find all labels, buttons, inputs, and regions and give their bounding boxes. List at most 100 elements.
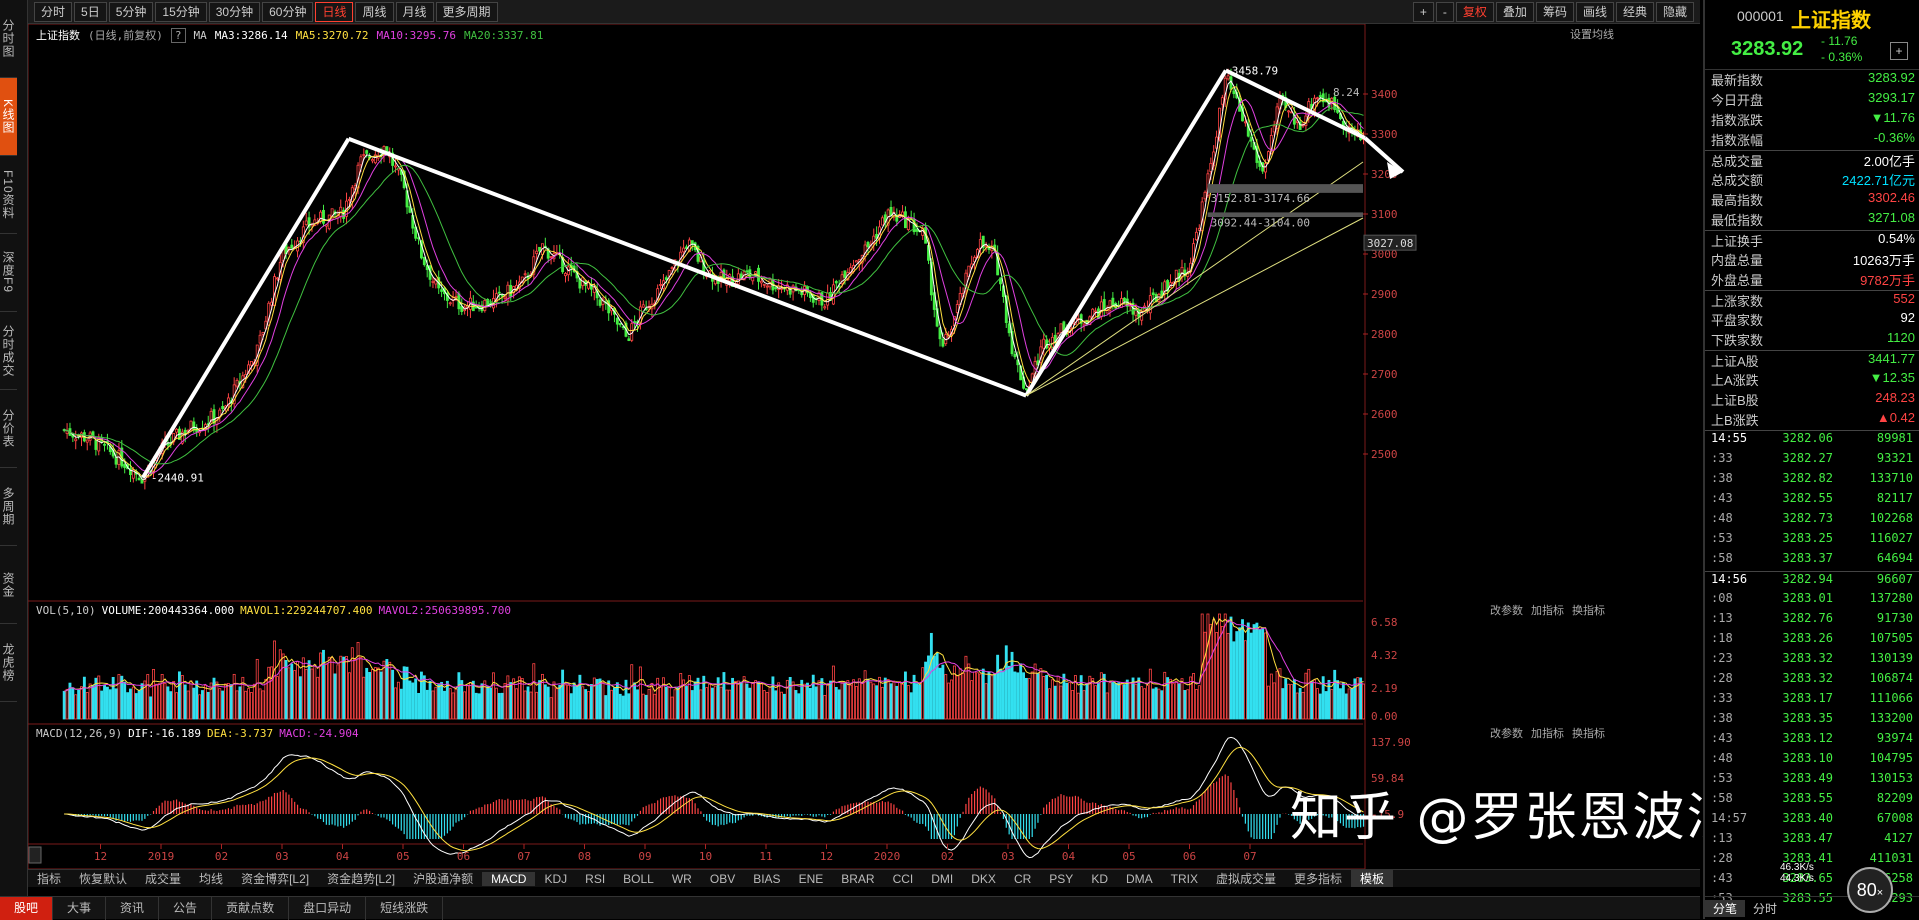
volume-bar — [866, 678, 870, 720]
bottom-tab-5[interactable]: 盘口异动 — [289, 896, 367, 920]
indicator-tab-18[interactable]: DKX — [971, 871, 996, 886]
toolbar-button-3[interactable]: 叠加 — [1495, 2, 1534, 22]
nav-item-4[interactable]: 分时成交 — [0, 312, 17, 390]
period-tab-4[interactable]: 30分钟 — [208, 1, 261, 22]
indicator-tab-26[interactable]: 模板 — [1351, 870, 1394, 887]
volume-bar — [520, 678, 524, 720]
indicator-tab-19[interactable]: CR — [1013, 871, 1032, 886]
indicator-tab-21[interactable]: KD — [1091, 871, 1108, 886]
volume-bar — [241, 676, 245, 720]
indicator-tab-16[interactable]: CCI — [892, 871, 914, 886]
toolbar-button-2[interactable]: 复权 — [1455, 2, 1494, 22]
indicator-tab-6[interactable]: 沪股通净额 — [413, 872, 474, 886]
indicator-tab-7[interactable]: MACD — [482, 871, 536, 886]
candle-body — [347, 198, 351, 201]
period-tab-1[interactable]: 5日 — [74, 1, 107, 22]
candle-body — [765, 285, 769, 288]
zoom-badge[interactable]: 80× — [1847, 867, 1893, 913]
bottom-tab-1[interactable]: 大事 — [53, 896, 107, 920]
x-tick-label: 04 — [1062, 850, 1076, 863]
tick-row: :08 3283.01 137280 — [1705, 591, 1919, 611]
help-icon[interactable]: ? — [170, 27, 186, 43]
nav-item-5[interactable]: 分价表 — [0, 390, 17, 468]
macd-add-indicator[interactable]: 加指标 — [1531, 728, 1564, 740]
bottom-tab-4[interactable]: 贡献点数 — [212, 896, 290, 920]
indicator-tab-4[interactable]: 资金博弈[L2] — [241, 872, 310, 886]
indicator-tab-9[interactable]: RSI — [585, 871, 606, 886]
period-tab-9[interactable]: 更多周期 — [435, 1, 498, 22]
period-tab-8[interactable]: 月线 — [395, 1, 434, 22]
indicator-tab-3[interactable]: 均线 — [199, 872, 224, 886]
nav-item-6[interactable]: 多周期 — [0, 468, 17, 546]
toolbar-button-4[interactable]: 筹码 — [1535, 2, 1574, 22]
bottom-tab-2[interactable]: 资讯 — [106, 896, 160, 920]
volume-bar — [768, 686, 772, 720]
indicator-tab-14[interactable]: ENE — [798, 871, 824, 886]
indicator-tab-11[interactable]: WR — [671, 871, 692, 886]
volume-bar — [1140, 686, 1144, 720]
volume-bar — [834, 686, 838, 720]
quote-tab-0[interactable]: 分笔 — [1705, 899, 1746, 917]
indicator-tab-5[interactable]: 资金趋势[L2] — [327, 872, 396, 886]
volume-bar — [1203, 631, 1207, 720]
indicator-tab-2[interactable]: 成交量 — [145, 872, 182, 886]
quote-tab-1[interactable]: 分时 — [1753, 901, 1778, 916]
macd-change-param[interactable]: 改参数 — [1490, 728, 1523, 740]
toolbar-button-6[interactable]: 经典 — [1615, 2, 1654, 22]
volume-bar — [1318, 693, 1322, 720]
volume-bar — [137, 690, 141, 720]
indicator-tab-10[interactable]: BOLL — [623, 871, 654, 886]
indicator-tab-20[interactable]: PSY — [1049, 871, 1074, 886]
bottom-tab-6[interactable]: 短线涨跌 — [366, 896, 444, 920]
nav-item-3[interactable]: 深度F9 — [0, 234, 17, 312]
bottom-tab-0[interactable]: 股吧 — [0, 896, 54, 920]
vol-add-indicator[interactable]: 加指标 — [1531, 605, 1564, 617]
volume-bar — [543, 684, 547, 720]
tick-row: 14:55 3282.06 89981 — [1705, 431, 1919, 451]
indicator-tab-1[interactable]: 恢复默认 — [79, 872, 128, 886]
vol-switch-indicator[interactable]: 换指标 — [1572, 605, 1605, 617]
nav-item-7[interactable]: 资金 — [0, 546, 17, 624]
add-watchlist-button[interactable]: + — [1890, 42, 1908, 60]
period-tab-2[interactable]: 5分钟 — [108, 1, 154, 22]
toolbar-button-0[interactable]: + — [1412, 2, 1434, 22]
indicator-tab-23[interactable]: TRIX — [1170, 871, 1198, 886]
tick-time: :08 — [1711, 591, 1733, 605]
indicator-tab-25[interactable]: 更多指标 — [1294, 872, 1343, 886]
indicator-tab-0[interactable]: 指标 — [37, 872, 62, 886]
indicator-tab-17[interactable]: DMI — [931, 871, 954, 886]
volume-bar — [97, 675, 101, 720]
indicator-tab-24[interactable]: 虚拟成交量 — [1216, 872, 1277, 886]
x-tick-label: 06 — [457, 850, 470, 863]
nav-item-8[interactable]: 龙虎榜 — [0, 624, 17, 702]
indicator-tab-8[interactable]: KDJ — [544, 871, 568, 886]
indicator-tab-22[interactable]: DMA — [1125, 871, 1153, 886]
nav-item-2[interactable]: F10资料 — [0, 156, 17, 234]
period-tab-6[interactable]: 日线 — [315, 1, 354, 22]
set-average-button[interactable]: 设置均线 — [1570, 29, 1614, 41]
kline-chart[interactable]: 2500260027002800290030003100320033003400… — [28, 24, 1700, 869]
toolbar-button-5[interactable]: 画线 — [1575, 2, 1614, 22]
indicator-tab-15[interactable]: BRAR — [841, 871, 875, 886]
nav-item-1[interactable]: K线图 — [0, 78, 17, 156]
bottom-tab-3[interactable]: 公告 — [159, 896, 213, 920]
stat-value: 2.00亿手 — [1863, 154, 1915, 169]
period-tab-7[interactable]: 周线 — [355, 1, 394, 22]
tick-volume: 93321 — [1876, 451, 1913, 465]
volume-bar — [123, 681, 127, 720]
toolbar-button-7[interactable]: 隐藏 — [1655, 2, 1694, 22]
period-tab-3[interactable]: 15分钟 — [155, 1, 207, 22]
nav-item-0[interactable]: 分时图 — [0, 0, 17, 78]
gap-band-1 — [1207, 184, 1363, 193]
volume-bar — [65, 688, 69, 720]
volume-bar — [368, 672, 372, 720]
indicator-tab-12[interactable]: OBV — [709, 871, 736, 886]
period-tab-0[interactable]: 分时 — [34, 1, 73, 22]
toolbar-button-1[interactable]: - — [1435, 2, 1454, 22]
macd-switch-indicator[interactable]: 换指标 — [1572, 728, 1605, 740]
tick-volume: 133200 — [1869, 711, 1913, 725]
indicator-tab-13[interactable]: BIAS — [753, 871, 781, 886]
period-tab-5[interactable]: 60分钟 — [262, 1, 314, 22]
volume-bar — [347, 672, 351, 720]
vol-change-param[interactable]: 改参数 — [1490, 605, 1523, 617]
